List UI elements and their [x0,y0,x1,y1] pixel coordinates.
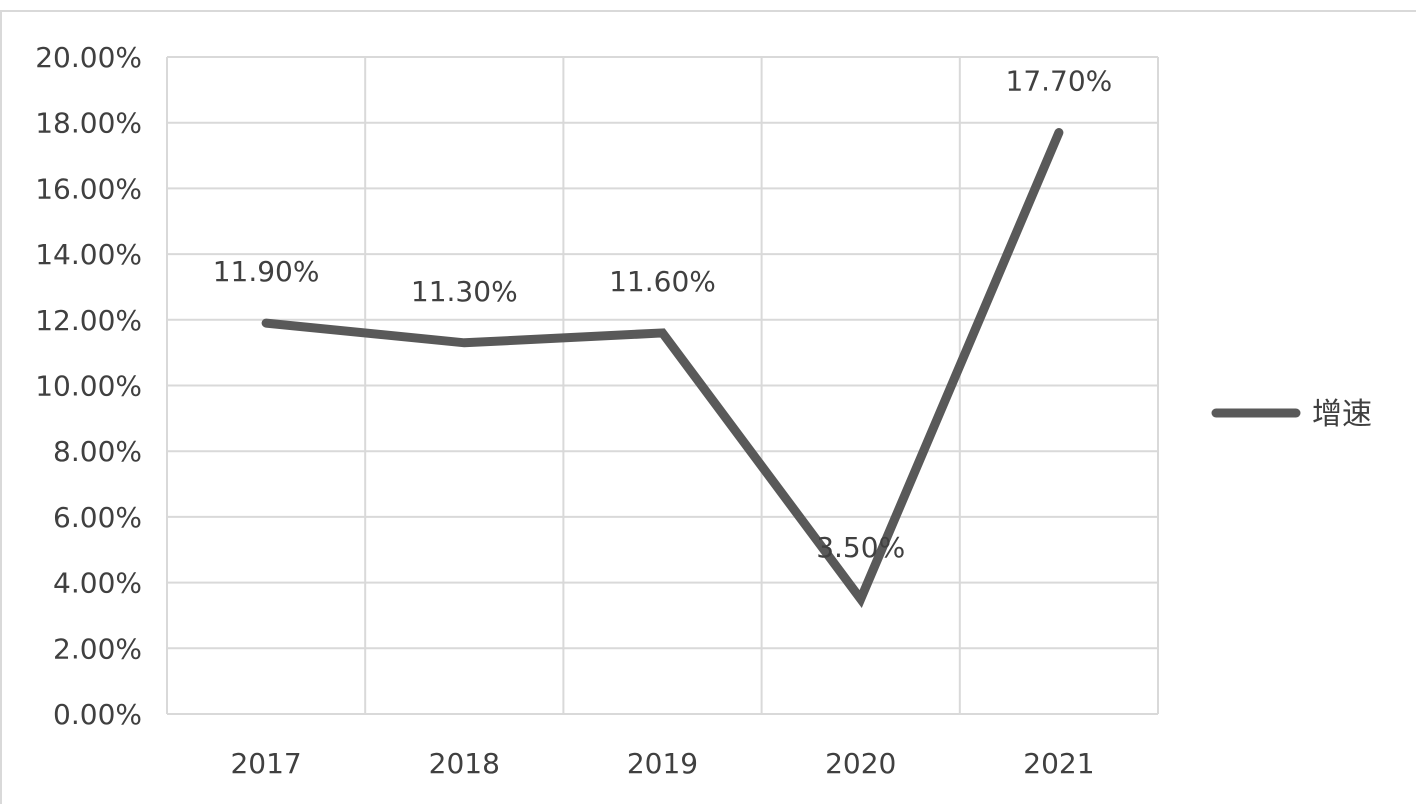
data-point [265,322,268,325]
legend: 增速 [1211,397,1372,432]
y-tick-label: 20.00% [35,41,142,74]
x-tick-label: 2020 [825,747,896,780]
y-tick-label: 8.00% [53,435,142,468]
y-tick-label: 10.00% [35,370,142,403]
data-point [463,341,466,344]
data-label: 11.90% [213,255,320,288]
x-tick-label: 2019 [627,747,698,780]
y-tick-label: 2.00% [53,632,142,665]
data-label: 11.30% [411,275,518,308]
y-tick-label: 16.00% [35,172,142,205]
y-tick-label: 0.00% [53,698,142,731]
y-axis: 0.00% 2.00% 4.00% 6.00% 8.00% 10.00% 12.00% 14.… [35,41,142,731]
data-point [1057,131,1060,134]
data-point [661,331,664,334]
x-tick-label: 2018 [429,747,500,780]
data-point [859,598,862,601]
y-tick-label: 4.00% [53,567,142,600]
data-label: 17.70% [1006,65,1113,98]
series-group [261,128,1064,609]
data-label: 3.50% [816,531,905,564]
chart-frame [0,10,1416,804]
legend-label: 增速 [1312,397,1372,432]
y-tick-label: 12.00% [35,304,142,337]
gridlines [166,56,1159,715]
y-tick-label: 18.00% [35,107,142,140]
data-label: 11.60% [609,265,716,298]
x-tick-label: 2021 [1023,747,1094,780]
series-line [261,128,1064,609]
data-labels: 11.90% 11.30% 11.60% 3.50% 17.70% [213,65,1113,564]
x-axis: 2017 2018 2019 2020 2021 [230,747,1094,780]
x-tick-label: 2017 [230,747,301,780]
y-tick-label: 14.00% [35,238,142,271]
y-tick-label: 6.00% [53,501,142,534]
